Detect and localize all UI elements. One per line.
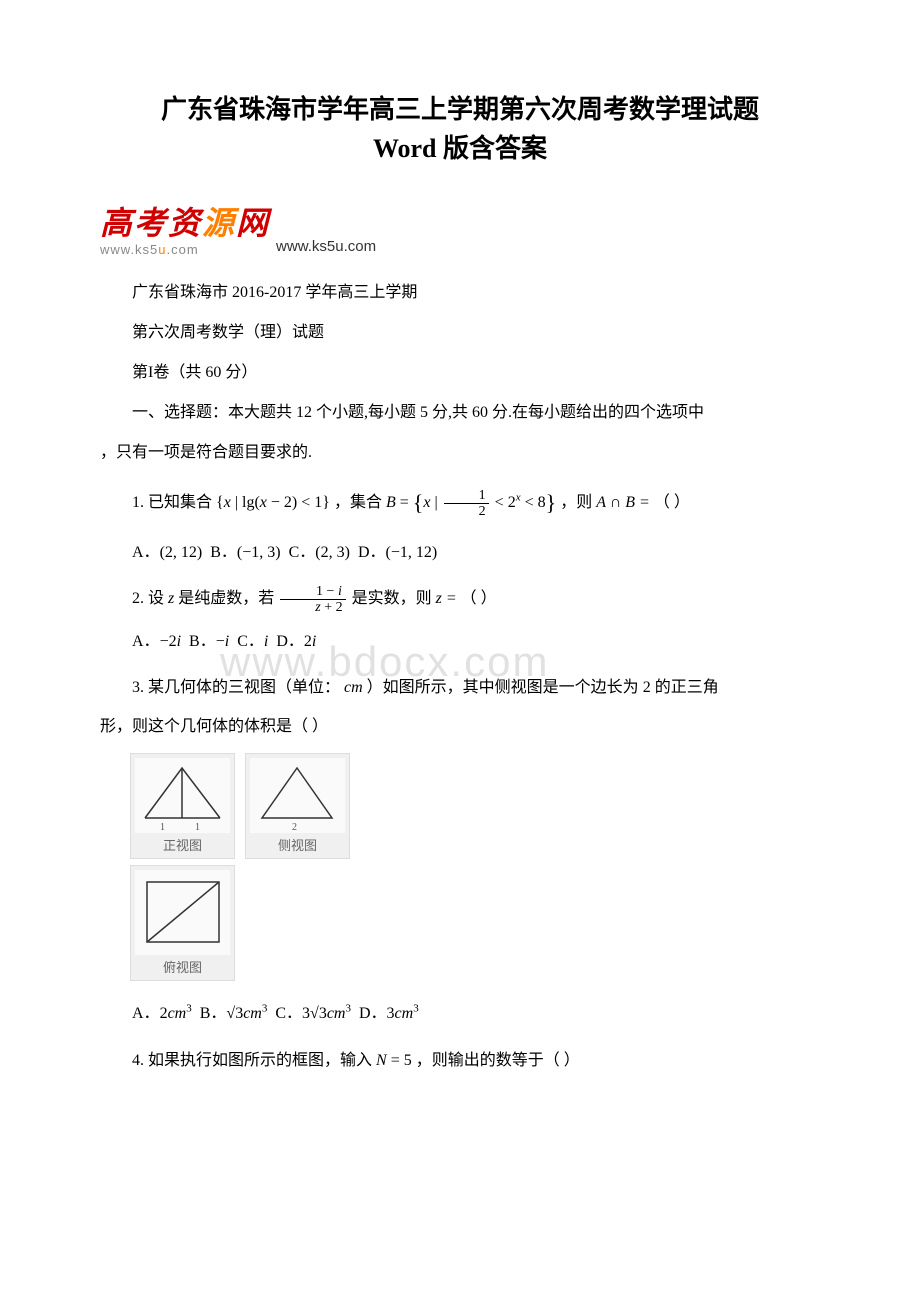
q4-text-a: 4. 如果执行如图所示的框图，输入 xyxy=(132,1052,372,1069)
top-view: 俯视图 xyxy=(130,865,235,981)
q2-options: A．−2i B．−i C．i D．2i xyxy=(100,623,820,661)
logo-url: www.ks5u.com xyxy=(100,242,270,257)
intro-line1: 广东省珠海市 2016-2017 学年高三上学期 xyxy=(100,277,820,309)
q1-text-a: 1. 已知集合 xyxy=(132,494,212,511)
logo-pre: 高考资 xyxy=(100,205,202,241)
q1-text-b: ，集合 xyxy=(334,494,382,511)
q2-frac: 1 − i z + 2 xyxy=(280,584,345,616)
title-line1: 广东省珠海市学年高三上学期第六次周考数学理试题 xyxy=(100,90,820,129)
q3-optC: 3√3cm3 xyxy=(302,1005,351,1022)
q1-result: A ∩ B = xyxy=(596,494,650,511)
q1-optA: (2, 12) xyxy=(160,544,203,561)
q2-z: z xyxy=(168,590,174,607)
intro-line3: 第I卷（共 60 分） xyxy=(100,357,820,389)
q3-optA: 2cm3 xyxy=(160,1005,192,1022)
q2-optD: 2i xyxy=(304,633,316,650)
front-view-svg: 1 1 xyxy=(135,758,230,833)
logo-em: 源 xyxy=(202,205,236,241)
q1-optC: (2, 3) xyxy=(315,544,350,561)
q2-tail: （ ） xyxy=(461,590,497,607)
top-view-label: 俯视图 xyxy=(135,957,230,976)
side-view-label: 侧视图 xyxy=(250,835,345,854)
three-views-figure: 1 1 正视图 2 侧视图 俯视图 xyxy=(130,753,360,981)
intro-line4b: ，只有一项是符合题目要求的. xyxy=(100,437,820,469)
q4-stem: 4. 如果执行如图所示的框图，输入 N = 5 ，则输出的数等于（ ） xyxy=(100,1042,820,1080)
top-view-svg xyxy=(135,870,230,955)
q1-options: A．(2, 12) B．(−1, 3) C．(2, 3) D．(−1, 12) xyxy=(100,534,820,572)
q1-text-c: ，则 xyxy=(560,494,592,511)
q3-optD: 3cm3 xyxy=(387,1005,419,1022)
q2-stem: 2. 设 z 是纯虚数，若 1 − i z + 2 是实数，则 z = （ ） xyxy=(100,580,820,618)
logo-post: 网 xyxy=(236,205,270,241)
title-line2: Word 版含答案 xyxy=(100,129,820,168)
logo-url-pre: www.ks5 xyxy=(100,242,158,257)
q1-stem: 1. 已知集合 {x | lg(x − 2) < 1} ，集合 B = {x |… xyxy=(100,477,820,530)
q4-N: N xyxy=(376,1052,387,1069)
q1-optD: (−1, 12) xyxy=(386,544,438,561)
q3-options: A．2cm3 B．√3cm3 C．3√3cm3 D．3cm3 xyxy=(100,995,820,1033)
q3-stem-line2: 形，则这个几何体的体积是（ ） xyxy=(100,711,820,743)
q2-result: z = xyxy=(436,590,457,607)
front-view-label: 正视图 xyxy=(135,835,230,854)
q1-tail: （ ） xyxy=(654,494,690,511)
q3-two: 2 xyxy=(643,679,651,696)
q3-text-b: ）如图所示，其中侧视图是一个边长为 xyxy=(367,679,639,696)
site-logo: 高考资源网 www.ks5u.com xyxy=(100,198,270,257)
q2-optA: −2i xyxy=(160,633,181,650)
svg-text:2: 2 xyxy=(292,822,297,833)
page-content: 广东省珠海市学年高三上学期第六次周考数学理试题 Word 版含答案 高考资源网 … xyxy=(100,90,820,1080)
q1-optB: (−1, 3) xyxy=(237,544,281,561)
logo-text: 高考资源网 xyxy=(100,198,270,244)
q3-optB: √3cm3 xyxy=(226,1005,267,1022)
logo-url-em: u xyxy=(158,242,166,257)
svg-text:1: 1 xyxy=(160,822,165,833)
q2-text-c: 是实数，则 xyxy=(352,590,432,607)
svg-text:1: 1 xyxy=(195,822,200,833)
q3-stem-line1: 3. 某几何体的三视图（单位： cm ）如图所示，其中侧视图是一个边长为 2 的… xyxy=(100,669,820,707)
front-view: 1 1 正视图 xyxy=(130,753,235,859)
q3-text-c: 的正三角 xyxy=(655,679,719,696)
logo-row: 高考资源网 www.ks5u.com www.ks5u.com xyxy=(100,198,820,257)
logo-url-post: .com xyxy=(167,242,199,257)
q2-optC: i xyxy=(264,633,268,650)
q3-cm: cm xyxy=(344,679,363,696)
q3-text-a: 3. 某几何体的三视图（单位： xyxy=(132,679,340,696)
q2-text-a: 2. 设 xyxy=(132,590,164,607)
q2-text-b: 是纯虚数，若 xyxy=(178,590,274,607)
q1-setA: {x | lg(x − 2) < 1} xyxy=(216,494,330,511)
small-url: www.ks5u.com xyxy=(276,238,376,255)
page-title: 广东省珠海市学年高三上学期第六次周考数学理试题 Word 版含答案 xyxy=(100,90,820,168)
side-view-svg: 2 xyxy=(250,758,345,833)
side-view: 2 侧视图 xyxy=(245,753,350,859)
intro-line2: 第六次周考数学（理）试题 xyxy=(100,317,820,349)
intro-line4a: 一、选择题：本大题共 12 个小题,每小题 5 分,共 60 分.在每小题给出的… xyxy=(100,397,820,429)
q4-text-b: ，则输出的数等于（ ） xyxy=(416,1052,580,1069)
q2-optB: −i xyxy=(216,633,229,650)
q1-setB: B = {x | 12 < 2x < 8} xyxy=(386,494,560,511)
